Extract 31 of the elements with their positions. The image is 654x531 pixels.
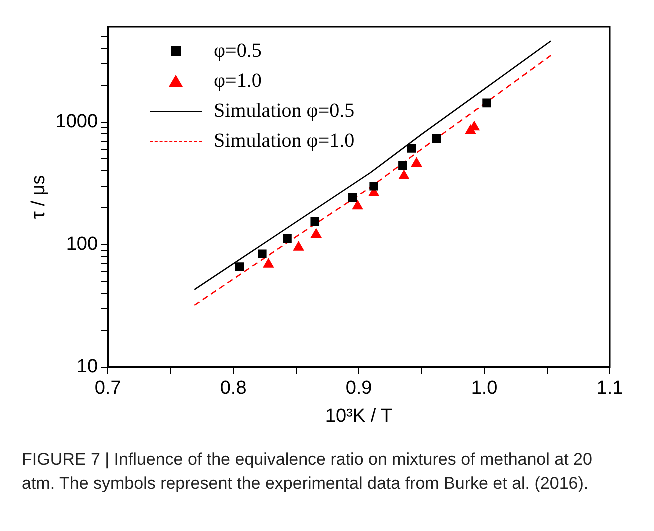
point bbox=[352, 200, 364, 210]
point bbox=[294, 242, 304, 251]
point bbox=[258, 250, 267, 259]
legend-label: Simulation φ=1.0 bbox=[214, 130, 355, 152]
point bbox=[283, 234, 292, 244]
x-tick-label: 0.9 bbox=[346, 378, 372, 400]
x-tick-label: 0.8 bbox=[220, 378, 247, 400]
point bbox=[235, 262, 244, 272]
point bbox=[310, 217, 320, 226]
x-tick-label: 1.0 bbox=[471, 378, 498, 400]
point bbox=[263, 258, 274, 268]
point bbox=[432, 134, 442, 143]
y-tick-label: 10 bbox=[76, 356, 98, 378]
y-axis-title: τ / μs bbox=[28, 175, 50, 220]
y-tick-label: 1000 bbox=[56, 112, 98, 133]
point bbox=[407, 144, 416, 153]
point bbox=[348, 193, 358, 202]
x-tick-label: 0.7 bbox=[94, 378, 122, 400]
point bbox=[398, 161, 408, 170]
legend-label: Simulation φ=0.5 bbox=[214, 100, 355, 122]
x-tick-label: 1.1 bbox=[596, 378, 624, 400]
point bbox=[398, 170, 410, 180]
point bbox=[411, 158, 422, 168]
point bbox=[370, 182, 378, 191]
caption: FIGURE 7 | Influence of the equivalence ratio on mixtures of methanol at 20 atm. The symbols represent the experimental data from Burke et al. (2016). bbox=[22, 449, 594, 495]
point bbox=[311, 228, 322, 238]
point bbox=[482, 98, 492, 108]
legend-label: φ=1.0 bbox=[214, 70, 262, 92]
legend-label: φ=0.5 bbox=[214, 40, 262, 62]
x-axis-title: 10³K / T bbox=[325, 406, 394, 427]
y-tick-label: 100 bbox=[66, 234, 98, 256]
